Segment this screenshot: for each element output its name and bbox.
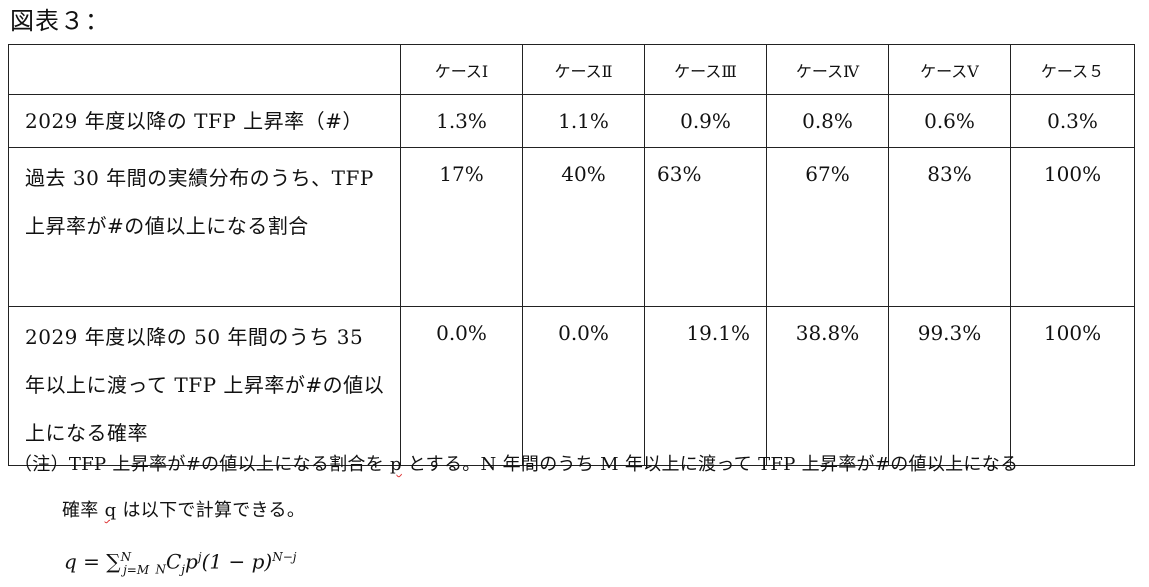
variable-p: p — [390, 454, 402, 475]
footnote-text: 確率 — [62, 500, 105, 521]
value-cell: 0.8% — [766, 94, 889, 148]
footnote-text: （注）TFP 上昇率が#の値以上になる割合を — [14, 454, 391, 475]
header-cell: ケースⅡ — [522, 44, 645, 95]
formula-sum-upper: N — [120, 550, 132, 564]
value-cell: 100% — [1010, 306, 1135, 466]
value-cell: 38.8% — [766, 306, 889, 466]
table-row: 2029 年度以降の TFP 上昇率（#） 1.3% 1.1% 0.9% 0.8… — [8, 94, 1135, 148]
formula-lhs: q = ∑ — [64, 549, 121, 574]
footnote-continuation: 確率 q は以下で計算できる。 — [62, 498, 305, 524]
value-cell: 40% — [522, 147, 645, 307]
header-cell: ケースⅣ — [766, 44, 889, 95]
value-cell: 67% — [766, 147, 889, 307]
probability-formula: q = ∑Nj=M NCjpj(1 − p)N−j — [64, 540, 296, 587]
formula-paren: (1 − p) — [201, 549, 273, 574]
figure-title: 図表３： — [10, 7, 110, 35]
table-row: 過去 30 年間の実績分布のうち、TFP 上昇率が#の値以上になる割合 17% … — [8, 147, 1135, 307]
formula-comb-n: N — [155, 562, 166, 577]
header-cell: ケースⅢ — [644, 44, 767, 95]
formula-comb-j: j — [181, 562, 186, 577]
value-cell: 100% — [1010, 147, 1135, 307]
value-cell: 0.9% — [644, 94, 767, 148]
table-row: 2029 年度以降の 50 年間のうち 35 年以上に渡って TFP 上昇率が#… — [8, 306, 1135, 466]
value-cell: 99.3% — [888, 306, 1011, 466]
formula-p-exp: j — [197, 550, 202, 564]
row-label: 2029 年度以降の 50 年間のうち 35 年以上に渡って TFP 上昇率が#… — [8, 306, 401, 466]
formula-p: p — [185, 549, 198, 574]
data-table: ケースⅠ ケースⅡ ケースⅢ ケースⅣ ケースⅤ ケース５ 2029 年度以降の… — [8, 44, 1135, 466]
value-cell: 0.0% — [400, 306, 523, 466]
footnote-text: は以下で計算できる。 — [116, 500, 306, 521]
formula-paren-exp: N−j — [272, 550, 297, 564]
value-cell: 0.3% — [1010, 94, 1135, 148]
variable-q: q — [104, 500, 117, 521]
header-row: ケースⅠ ケースⅡ ケースⅢ ケースⅣ ケースⅤ ケース５ — [8, 44, 1135, 95]
value-cell: 83% — [888, 147, 1011, 307]
header-cell: ケース５ — [1010, 44, 1135, 95]
footnote-text: とする。N 年間のうち M 年以上に渡って TFP 上昇率が#の値以上になる — [401, 454, 1019, 475]
header-cell: ケースⅤ — [888, 44, 1011, 95]
value-cell: 19.1% — [644, 306, 767, 466]
formula-comb: C — [165, 549, 182, 574]
value-cell: 1.1% — [522, 94, 645, 148]
value-cell: 0.0% — [522, 306, 645, 466]
row-label: 過去 30 年間の実績分布のうち、TFP 上昇率が#の値以上になる割合 — [8, 147, 401, 307]
value-cell: 0.6% — [888, 94, 1011, 148]
header-cell: ケースⅠ — [400, 44, 523, 95]
value-cell: 17% — [400, 147, 523, 307]
value-cell: 1.3% — [400, 94, 523, 148]
footnote: （注）TFP 上昇率が#の値以上になる割合を p とする。N 年間のうち M 年… — [14, 452, 1018, 478]
row-label: 2029 年度以降の TFP 上昇率（#） — [8, 94, 401, 148]
formula-sum-lower: j=M — [123, 562, 150, 577]
header-cell — [8, 44, 401, 95]
value-cell: 63% — [644, 147, 767, 307]
